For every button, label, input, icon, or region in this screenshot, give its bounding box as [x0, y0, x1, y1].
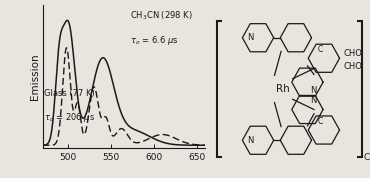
Text: $\tau_o$ = 206 $\mu$s: $\tau_o$ = 206 $\mu$s	[44, 111, 95, 124]
Y-axis label: Emission: Emission	[30, 53, 40, 100]
Text: Glass (77 K): Glass (77 K)	[44, 89, 95, 98]
Text: C: C	[317, 45, 322, 54]
Text: N: N	[248, 136, 254, 145]
Text: $\tau_o$ = 6.6 $\mu$s: $\tau_o$ = 6.6 $\mu$s	[131, 34, 179, 47]
Text: CHO: CHO	[344, 62, 363, 71]
Text: Rh: Rh	[276, 84, 290, 94]
Text: N: N	[310, 86, 316, 95]
Text: N: N	[248, 33, 254, 42]
Text: N: N	[310, 96, 316, 105]
Text: CHO: CHO	[344, 49, 363, 58]
Text: C: C	[317, 117, 322, 126]
Text: CH$_3$CN (298 K): CH$_3$CN (298 K)	[131, 10, 193, 22]
Text: Cl: Cl	[363, 153, 370, 163]
